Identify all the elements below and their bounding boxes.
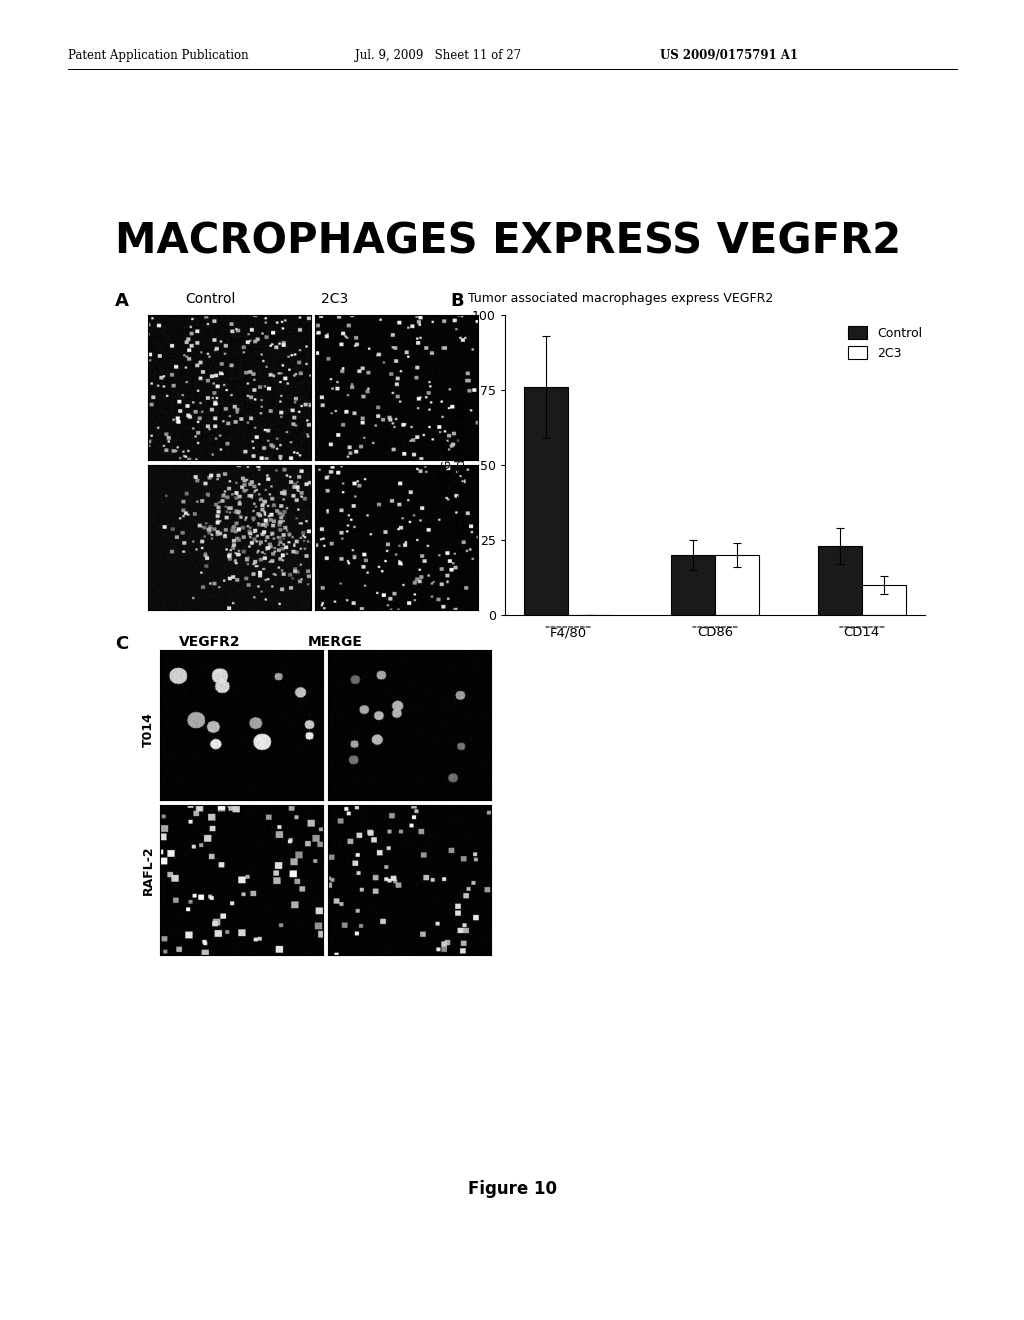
Bar xyxy=(671,554,715,615)
Text: Patent Application Publication: Patent Application Publication xyxy=(68,49,249,62)
Text: C: C xyxy=(115,635,128,653)
Text: Figure 10: Figure 10 xyxy=(468,1180,556,1199)
Text: B: B xyxy=(450,292,464,310)
Bar xyxy=(715,554,759,615)
Bar xyxy=(818,546,862,615)
Text: MACROPHAGES EXPRESS VEGFR2: MACROPHAGES EXPRESS VEGFR2 xyxy=(115,220,901,261)
Text: RAFL-2: RAFL-2 xyxy=(141,845,155,895)
Text: MERGE: MERGE xyxy=(307,635,362,649)
Text: Control: Control xyxy=(184,292,236,306)
Bar xyxy=(524,387,568,615)
Bar xyxy=(862,585,906,615)
Y-axis label: #VEGFR2
co-localized cells/ hpf: #VEGFR2 co-localized cells/ hpf xyxy=(440,401,468,528)
Text: 2C3: 2C3 xyxy=(322,292,348,306)
Text: US 2009/0175791 A1: US 2009/0175791 A1 xyxy=(660,49,798,62)
Text: VEGFR2: VEGFR2 xyxy=(179,635,241,649)
Legend: Control, 2C3: Control, 2C3 xyxy=(844,321,927,364)
Text: Jul. 9, 2009   Sheet 11 of 27: Jul. 9, 2009 Sheet 11 of 27 xyxy=(355,49,521,62)
Text: T014: T014 xyxy=(141,713,155,747)
Text: Tumor associated macrophages express VEGFR2: Tumor associated macrophages express VEG… xyxy=(468,292,773,305)
Text: A: A xyxy=(115,292,129,310)
